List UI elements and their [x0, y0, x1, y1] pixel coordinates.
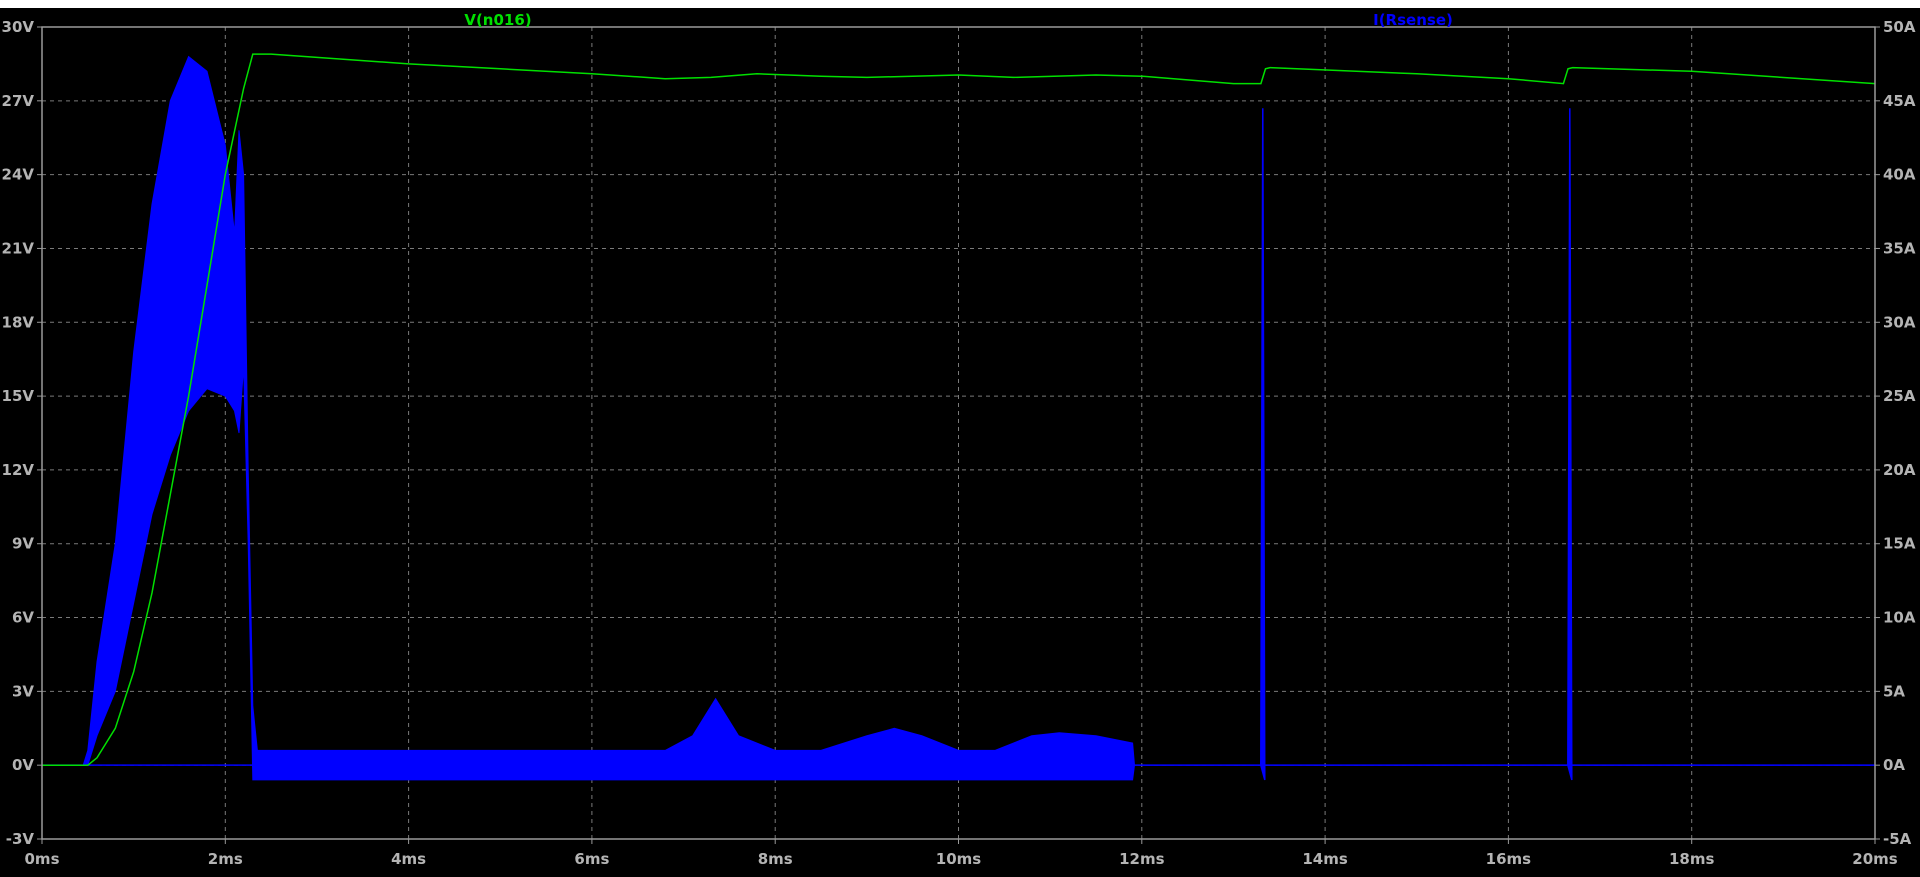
y-right-tick-label: 50A: [1883, 18, 1916, 36]
y-right-tick-label: 45A: [1883, 92, 1916, 110]
y-left-tick-label: 24V: [2, 166, 35, 184]
window-top-strip: [0, 0, 1920, 8]
y-left-tick-label: 0V: [12, 756, 34, 774]
current-spikes: [1260, 108, 1573, 781]
y-left-tick-label: 12V: [2, 461, 35, 479]
y-left-tick-label: 30V: [2, 18, 35, 36]
y-right-tick-label: 15A: [1883, 535, 1916, 553]
y-left-tick-label: -3V: [6, 830, 35, 848]
y-right-tick-label: 30A: [1883, 313, 1916, 331]
x-tick-label: 10ms: [936, 850, 982, 868]
x-tick-label: 2ms: [208, 850, 243, 868]
trace-label-current[interactable]: I(Rsense): [1373, 11, 1453, 29]
voltage-trace[interactable]: [42, 53, 1876, 766]
y-left-tick-label: 27V: [2, 92, 35, 110]
x-tick-label: 6ms: [574, 850, 609, 868]
y-left-tick-label: 3V: [12, 682, 34, 700]
y-right-tick-label: -5A: [1883, 830, 1912, 848]
y-left-tick-label: 6V: [12, 609, 34, 627]
y-right-tick-label: 40A: [1883, 166, 1916, 184]
x-tick-label: 14ms: [1302, 850, 1348, 868]
current-spike[interactable]: [1260, 108, 1266, 781]
x-tick-label: 16ms: [1486, 850, 1532, 868]
y-left-tick-label: 21V: [2, 239, 35, 257]
y-left-tick-label: 18V: [2, 313, 35, 331]
trace-label-voltage[interactable]: V(n016): [464, 11, 531, 29]
y-left-tick-label: 15V: [2, 387, 35, 405]
x-tick-label: 12ms: [1119, 850, 1165, 868]
current-spike[interactable]: [1567, 108, 1573, 781]
y-right-tick-label: 10A: [1883, 609, 1916, 627]
y-right-tick-label: 20A: [1883, 461, 1916, 479]
axis-tick-labels: 0ms 2ms 4ms 6ms 8ms 10ms 12ms 14ms 16ms 18ms 20ms -…: [2, 18, 1916, 868]
y-right-tick-label: 5A: [1883, 682, 1905, 700]
x-tick-label: 20ms: [1852, 850, 1898, 868]
y-right-tick-label: 35A: [1883, 239, 1916, 257]
x-tick-label: 8ms: [758, 850, 793, 868]
plot-background: [0, 8, 1920, 877]
current-trace-envelope[interactable]: [42, 55, 1875, 781]
y-right-tick-label: 0A: [1883, 756, 1905, 774]
y-right-tick-label: 25A: [1883, 387, 1916, 405]
x-tick-label: 4ms: [391, 850, 426, 868]
x-tick-label: 18ms: [1669, 850, 1715, 868]
x-tick-label: 0ms: [25, 850, 60, 868]
y-left-tick-label: 9V: [12, 535, 34, 553]
